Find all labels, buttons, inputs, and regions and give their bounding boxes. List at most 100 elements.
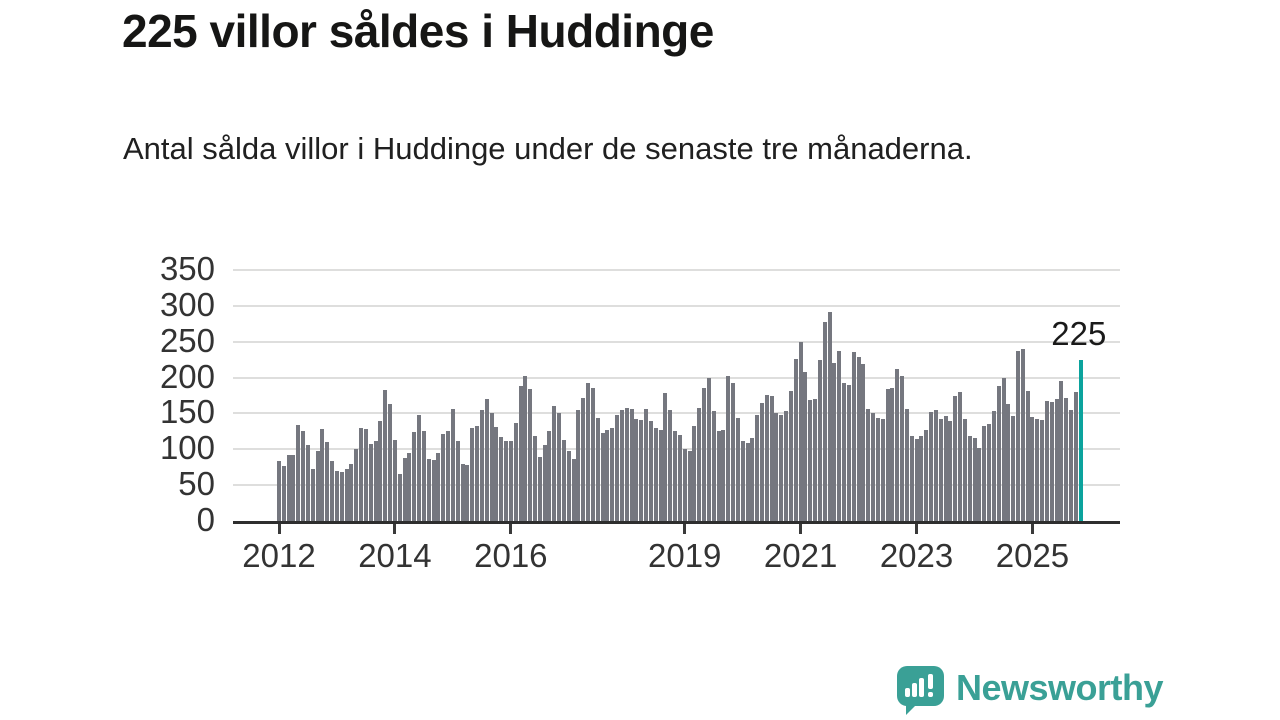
bar <box>441 433 446 521</box>
bar <box>953 395 958 521</box>
bar <box>552 406 557 521</box>
bar <box>779 414 784 521</box>
x-axis-line <box>233 521 1120 524</box>
bar <box>388 404 393 521</box>
bar <box>1030 417 1035 521</box>
bar <box>788 391 793 521</box>
bar <box>1015 351 1020 521</box>
x-axis-tick <box>1030 524 1034 534</box>
bar <box>938 419 943 521</box>
bar <box>1069 409 1074 521</box>
bar <box>499 437 504 521</box>
bar <box>929 411 934 521</box>
bar <box>542 444 547 521</box>
bar <box>446 431 451 521</box>
x-axis-tick <box>683 524 687 534</box>
bar <box>731 383 736 521</box>
y-axis-label: 200 <box>159 357 215 395</box>
x-axis-label: 2023 <box>879 537 954 574</box>
bar <box>537 457 542 521</box>
logo-bar-icon <box>919 678 924 697</box>
bar <box>648 420 653 521</box>
bar <box>875 417 880 521</box>
bar <box>421 430 426 521</box>
bar <box>436 452 441 521</box>
bar <box>518 386 523 521</box>
bar <box>615 414 620 521</box>
bar <box>856 357 861 521</box>
bar <box>383 390 388 521</box>
bar <box>595 417 600 521</box>
bar <box>668 409 673 521</box>
bar <box>479 409 484 521</box>
bar <box>1006 404 1011 521</box>
bar <box>605 429 610 521</box>
bar <box>475 425 480 521</box>
bar <box>904 409 909 521</box>
bar <box>489 413 494 521</box>
bar <box>702 387 707 521</box>
x-axis-label: 2016 <box>474 537 548 574</box>
bar <box>706 378 711 521</box>
bar <box>629 409 634 521</box>
bar <box>368 444 373 521</box>
bar <box>663 392 668 521</box>
bar <box>832 362 837 521</box>
gridline-200 <box>233 376 1120 379</box>
bar <box>880 419 885 521</box>
bar <box>803 371 808 521</box>
bar <box>943 415 948 521</box>
logo-exclamation-icon <box>928 674 933 689</box>
bar <box>682 449 687 521</box>
bar <box>871 412 876 521</box>
logo-bar-icon <box>912 683 917 697</box>
bar <box>277 460 281 521</box>
bar <box>547 431 552 521</box>
bar <box>363 429 368 521</box>
bar <box>769 395 774 521</box>
bar <box>392 439 397 521</box>
bar <box>948 421 953 521</box>
x-axis-label: 2021 <box>763 537 838 574</box>
bar <box>900 376 905 521</box>
bar <box>726 376 731 521</box>
x-axis-label: 2014 <box>358 537 432 574</box>
bar <box>624 407 629 521</box>
page-title: 225 villor såldes i Huddinge <box>122 5 714 57</box>
bar <box>532 435 537 521</box>
bar <box>977 447 982 521</box>
bar <box>750 437 755 521</box>
bar <box>716 431 721 521</box>
bar <box>619 409 624 521</box>
bar <box>711 411 716 521</box>
bar <box>639 419 644 521</box>
bar <box>523 376 528 521</box>
bar <box>866 409 871 521</box>
gridline-350 <box>233 269 1120 271</box>
x-axis-tick <box>799 524 803 534</box>
bar <box>1054 399 1059 521</box>
y-axis-label: 300 <box>159 285 215 323</box>
bar <box>349 463 354 521</box>
bar <box>330 461 335 521</box>
bar <box>325 442 330 521</box>
bar <box>740 441 745 521</box>
bar <box>581 397 586 521</box>
bar <box>359 427 364 521</box>
x-axis-tick <box>915 524 919 534</box>
bar <box>933 409 938 521</box>
bar <box>431 460 436 521</box>
bar <box>919 435 924 521</box>
latest-value-label: 225 <box>1051 315 1107 352</box>
bar <box>460 463 465 521</box>
bar <box>808 399 813 521</box>
bar <box>774 412 779 521</box>
bar <box>798 342 803 521</box>
bar <box>571 459 576 521</box>
bar <box>455 440 460 521</box>
bar <box>334 470 339 521</box>
bar <box>286 455 291 521</box>
gridline-150 <box>233 412 1120 415</box>
bar <box>846 385 851 521</box>
